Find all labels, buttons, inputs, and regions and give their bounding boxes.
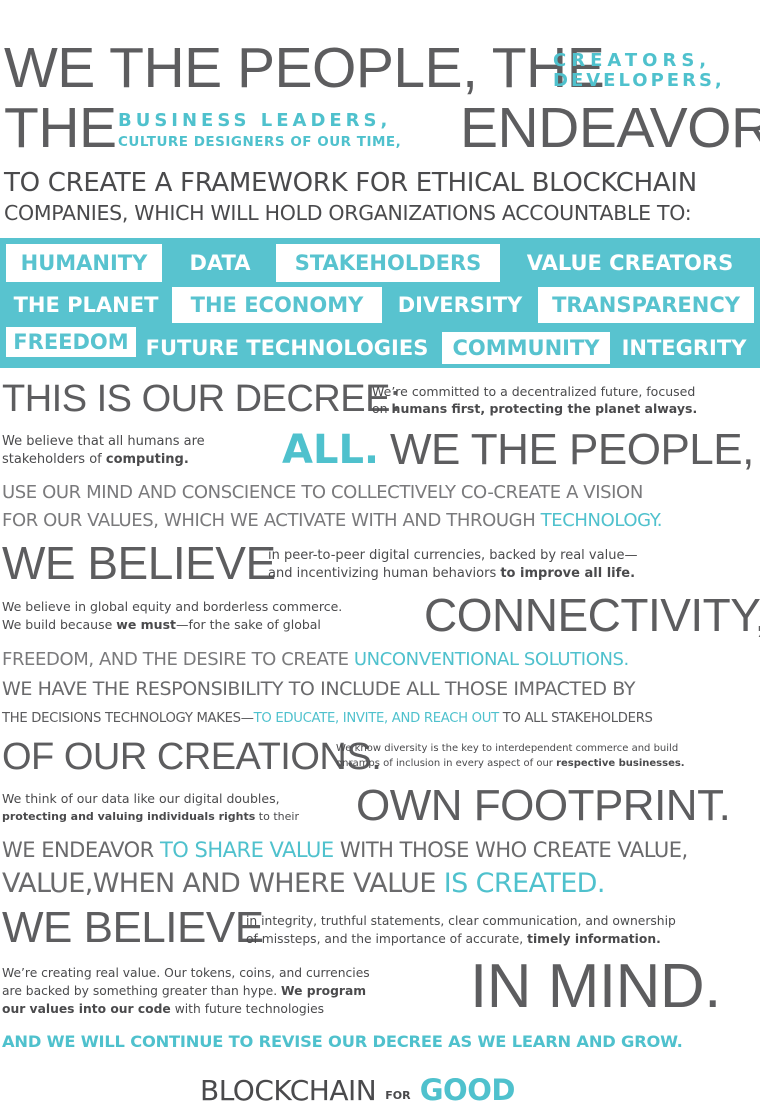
value-data: DATA — [170, 244, 270, 282]
headline-developers: DEVELOPERS, — [553, 70, 725, 91]
decree-heading: THIS IS OUR DECREE: — [2, 378, 401, 420]
value-diversity: DIVERSITY — [388, 287, 532, 323]
logo-for: FOR — [385, 1089, 411, 1102]
headline-the: THE — [4, 96, 117, 160]
value-humanity: HUMANITY — [6, 244, 162, 282]
headline-culture-designers: CULTURE DESIGNERS OF OUR TIME, — [118, 134, 402, 150]
equity-line-1: We believe in global equity and borderle… — [2, 599, 343, 614]
p2p-line-2: and incentivizing human behaviors to imp… — [268, 566, 636, 581]
headline-endeavor: ENDEAVOR — [460, 96, 760, 160]
data-doubles-line-2: protecting and valuing individuals right… — [2, 810, 299, 823]
integrity-line-2: of missteps, and the importance of accur… — [246, 932, 661, 946]
believe-humans-line-1: We believe that all humans are — [2, 434, 205, 449]
real-value-line-1: We’re creating real value. Our tokens, c… — [2, 966, 370, 980]
real-value-line-3: our values into our code with future tec… — [2, 1002, 325, 1016]
decisions-line: THE DECISIONS TECHNOLOGY MAKES—TO EDUCAT… — [2, 711, 653, 726]
equity-line-2: We build because we must—for the sake of… — [2, 617, 321, 632]
integrity-line-1: in integrity, truthful statements, clear… — [246, 914, 676, 928]
we-believe-2: WE BELIEVE — [2, 903, 264, 952]
diversity-line-1: We know diversity is the key to interdep… — [336, 743, 679, 754]
logo-good: GOOD — [419, 1073, 516, 1107]
value-value-creators: VALUE CREATORS — [506, 244, 754, 282]
value-the-planet: THE PLANET — [6, 287, 166, 323]
value-freedom: FREEDOM — [6, 327, 136, 357]
of-our-creations: OF OUR CREATIONS. — [2, 736, 382, 778]
connectivity-word: CONNECTIVITY, — [424, 589, 760, 641]
own-footprint: OWN FOOTPRINT. — [356, 781, 731, 830]
data-doubles-line-1: We think of our data like our digital do… — [2, 791, 280, 806]
committed-line-1: We’re committed to a decentralized futur… — [372, 384, 696, 399]
believe-humans-line-2: stakeholders of computing. — [2, 452, 189, 467]
p2p-line-1: in peer-to-peer digital currencies, back… — [268, 548, 638, 563]
continue-line: AND WE WILL CONTINUE TO REVISE OUR DECRE… — [2, 1032, 683, 1051]
headline-creators: CREATORS, — [553, 50, 712, 71]
value-the-economy: THE ECONOMY — [172, 287, 382, 323]
companies-line: COMPANIES, WHICH WILL HOLD ORGANIZATIONS… — [4, 201, 692, 225]
responsibility-line: WE HAVE THE RESPONSIBILITY TO INCLUDE AL… — [2, 678, 636, 700]
value-community: COMMUNITY — [442, 332, 610, 364]
value-integrity: INTEGRITY — [614, 330, 754, 366]
all-word: ALL. — [282, 427, 380, 473]
value-future-technologies: FUTURE TECHNOLOGIES — [140, 330, 434, 366]
logo-blockchain: BLOCKCHAIN — [200, 1074, 377, 1107]
value-transparency: TRANSPARENCY — [538, 287, 754, 323]
mind-conscience-line: USE OUR MIND AND CONSCIENCE TO COLLECTIV… — [2, 482, 643, 503]
diversity-line-2: onramps of inclusion in every aspect of … — [336, 758, 685, 769]
headline-business-leaders: BUSINESS LEADERS, — [118, 110, 392, 131]
real-value-line-2: are backed by something greater than hyp… — [2, 984, 367, 998]
value-when-line: VALUE,WHEN AND WHERE VALUE IS CREATED. — [2, 868, 605, 899]
committed-line-2: on humans first, protecting the planet a… — [372, 401, 698, 416]
freedom-desire-line: FREEDOM, AND THE DESIRE TO CREATE UNCONV… — [2, 649, 629, 670]
endeavor-share-line: WE ENDEAVOR TO SHARE VALUE WITH THOSE WH… — [2, 838, 688, 862]
blockchain-for-good-logo: BLOCKCHAIN FOR GOOD — [200, 1076, 515, 1105]
value-stakeholders: STAKEHOLDERS — [276, 244, 500, 282]
in-mind: IN MIND. — [470, 952, 721, 1021]
framework-line: TO CREATE A FRAMEWORK FOR ETHICAL BLOCKC… — [4, 168, 697, 198]
values-activate-line: FOR OUR VALUES, WHICH WE ACTIVATE WITH A… — [2, 510, 663, 531]
we-the-people-2: WE THE PEOPLE, — [390, 425, 754, 474]
we-believe-1: WE BELIEVE — [2, 537, 276, 589]
headline-we-the-people: WE THE PEOPLE, THE — [4, 36, 605, 100]
